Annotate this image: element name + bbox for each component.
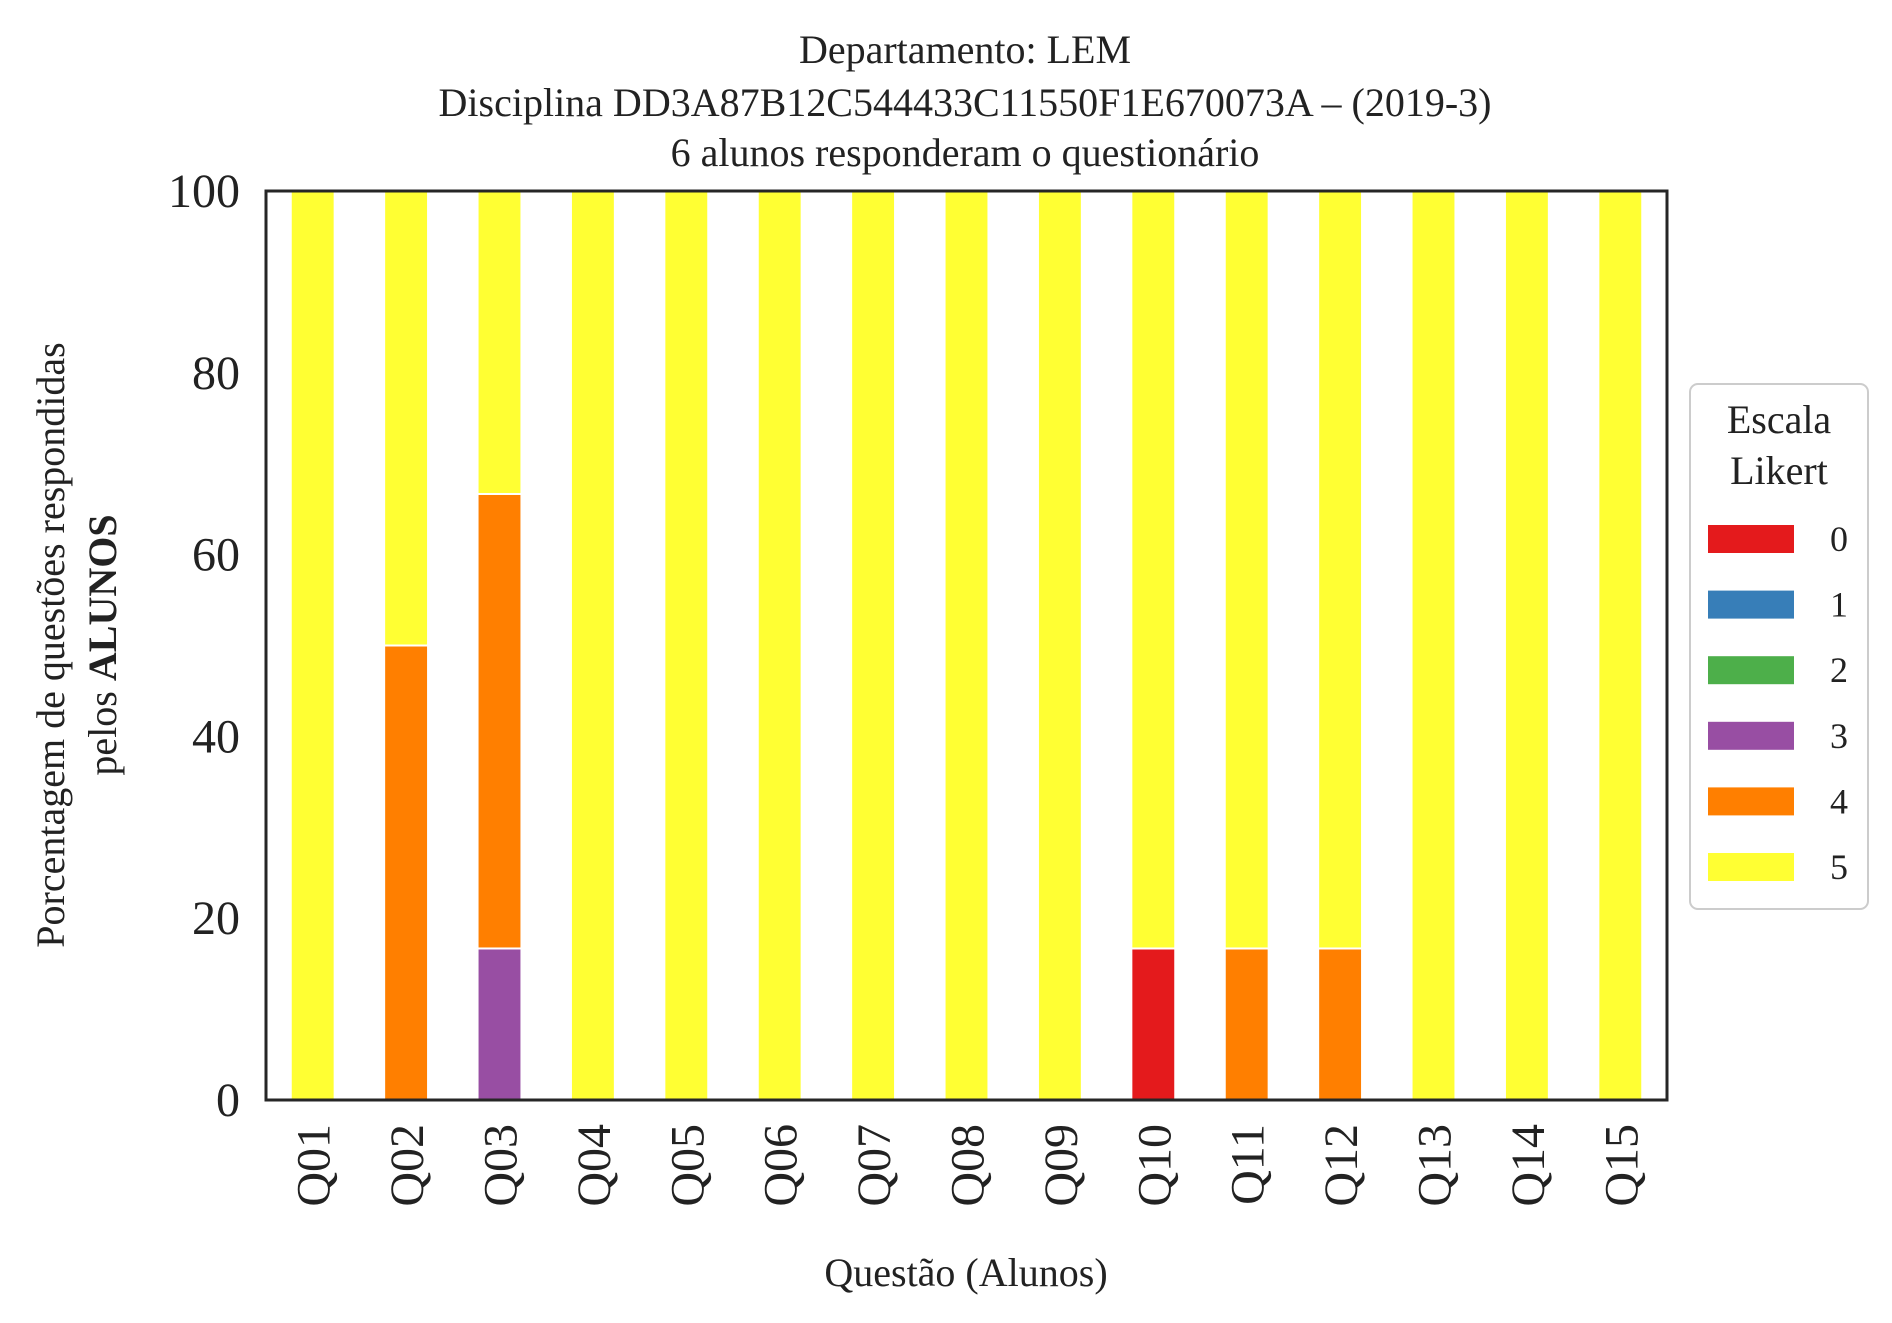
legend-title-line-2: Likert (1730, 448, 1828, 493)
x-tick-label-q14: Q14 (1502, 1124, 1555, 1207)
bar-segment-q06-likert-5 (756, 190, 803, 1101)
bar-segment-q04-likert-5 (569, 190, 616, 1101)
y-tick-label-0: 0 (216, 1074, 240, 1127)
y-axis-ticks: 0 20 40 60 80 100 (168, 165, 240, 1127)
x-tick-label-q05: Q05 (661, 1124, 714, 1207)
bar-segment-q14-likert-5 (1503, 190, 1550, 1101)
x-tick-label-q10: Q10 (1128, 1124, 1181, 1207)
x-tick-label-q03: Q03 (475, 1124, 528, 1207)
x-tick-label-q15: Q15 (1595, 1124, 1648, 1207)
legend: Escala Likert 0 1 2 3 4 5 (1689, 383, 1869, 910)
bar-segment-q11-likert-4 (1223, 947, 1270, 1101)
legend-swatch-1 (1708, 590, 1794, 619)
x-tick-label-q11: Q11 (1222, 1124, 1275, 1205)
bar-segment-q03-likert-4 (476, 492, 523, 950)
x-axis-label: Questão (Alunos) (824, 1250, 1107, 1295)
x-tick-label-q06: Q06 (755, 1124, 808, 1207)
legend-label-2: 2 (1830, 650, 1848, 690)
bar-segment-q03-likert-5 (476, 190, 523, 495)
x-tick-label-q13: Q13 (1409, 1124, 1462, 1207)
chart-title-line-1: Departamento: LEM (799, 27, 1131, 72)
bar-segment-q11-likert-5 (1223, 190, 1270, 950)
y-axis-label-bold: ALUNOS (80, 514, 125, 681)
legend-swatch-4 (1708, 787, 1794, 816)
bar-segment-q10-likert-0 (1130, 947, 1177, 1101)
bar-segment-q15-likert-5 (1597, 190, 1644, 1101)
y-axis-label: Porcentagem de questões respondidas pelo… (28, 342, 125, 947)
y-tick-label-80: 80 (192, 347, 240, 400)
legend-title-line-1: Escala (1727, 397, 1832, 442)
bars-layer (289, 190, 1644, 1101)
bar-segment-q12-likert-5 (1317, 190, 1364, 950)
x-tick-label-q08: Q08 (942, 1124, 995, 1207)
y-tick-label-100: 100 (168, 165, 240, 218)
bar-segment-q10-likert-5 (1130, 190, 1177, 950)
legend-swatch-0 (1708, 525, 1794, 553)
bar-segment-q05-likert-5 (663, 190, 710, 1101)
bar-segment-q08-likert-5 (943, 190, 990, 1101)
y-tick-label-60: 60 (192, 529, 240, 582)
legend-label-3: 3 (1830, 716, 1848, 756)
plot-area-frame (264, 189, 1669, 1102)
bar-segment-q03-likert-3 (476, 947, 523, 1101)
y-tick-label-40: 40 (192, 710, 240, 763)
legend-frame (1689, 383, 1869, 910)
x-axis-ticks: Q01 Q02 Q03 Q04 Q05 Q06 Q07 Q08 Q09 Q10 Q11 Q12 Q13 Q… (288, 1124, 1649, 1207)
legend-swatch-5 (1708, 853, 1794, 881)
legend-swatch-2 (1708, 656, 1794, 685)
chart-title-line-2: Disciplina DD3A87B12C544433C11550F1E6700… (439, 80, 1492, 125)
y-tick-label-20: 20 (192, 892, 240, 945)
bar-segment-q09-likert-5 (1036, 190, 1083, 1101)
x-tick-label-q12: Q12 (1315, 1124, 1368, 1207)
bar-segment-q12-likert-4 (1317, 947, 1364, 1101)
x-tick-label-q01: Q01 (288, 1124, 341, 1207)
x-tick-label-q07: Q07 (848, 1124, 901, 1207)
bar-segment-q02-likert-5 (383, 190, 430, 647)
legend-label-1: 1 (1830, 585, 1848, 625)
bar-segment-q01-likert-5 (289, 190, 336, 1101)
y-axis-label-prefix: pelos (80, 681, 125, 775)
chart-title-line-3: 6 alunos responderam o questionário (671, 130, 1260, 175)
chart-title: Departamento: LEM Disciplina DD3A87B12C5… (439, 27, 1492, 175)
legend-items: 0 1 2 3 4 5 (1708, 519, 1848, 887)
legend-label-0: 0 (1830, 519, 1848, 559)
legend-label-4: 4 (1830, 781, 1848, 821)
y-axis-label-line-1: Porcentagem de questões respondidas (28, 342, 73, 947)
legend-swatch-3 (1708, 721, 1794, 750)
bar-segment-q02-likert-4 (383, 644, 430, 1101)
bar-segment-q07-likert-5 (850, 190, 897, 1101)
bar-segment-q13-likert-5 (1410, 190, 1457, 1101)
legend-label-5: 5 (1830, 847, 1848, 887)
x-tick-label-q09: Q09 (1035, 1124, 1088, 1207)
x-tick-label-q02: Q02 (381, 1124, 434, 1207)
x-tick-label-q04: Q04 (568, 1124, 621, 1207)
y-axis-label-line-2: pelos ALUNOS (80, 514, 125, 775)
